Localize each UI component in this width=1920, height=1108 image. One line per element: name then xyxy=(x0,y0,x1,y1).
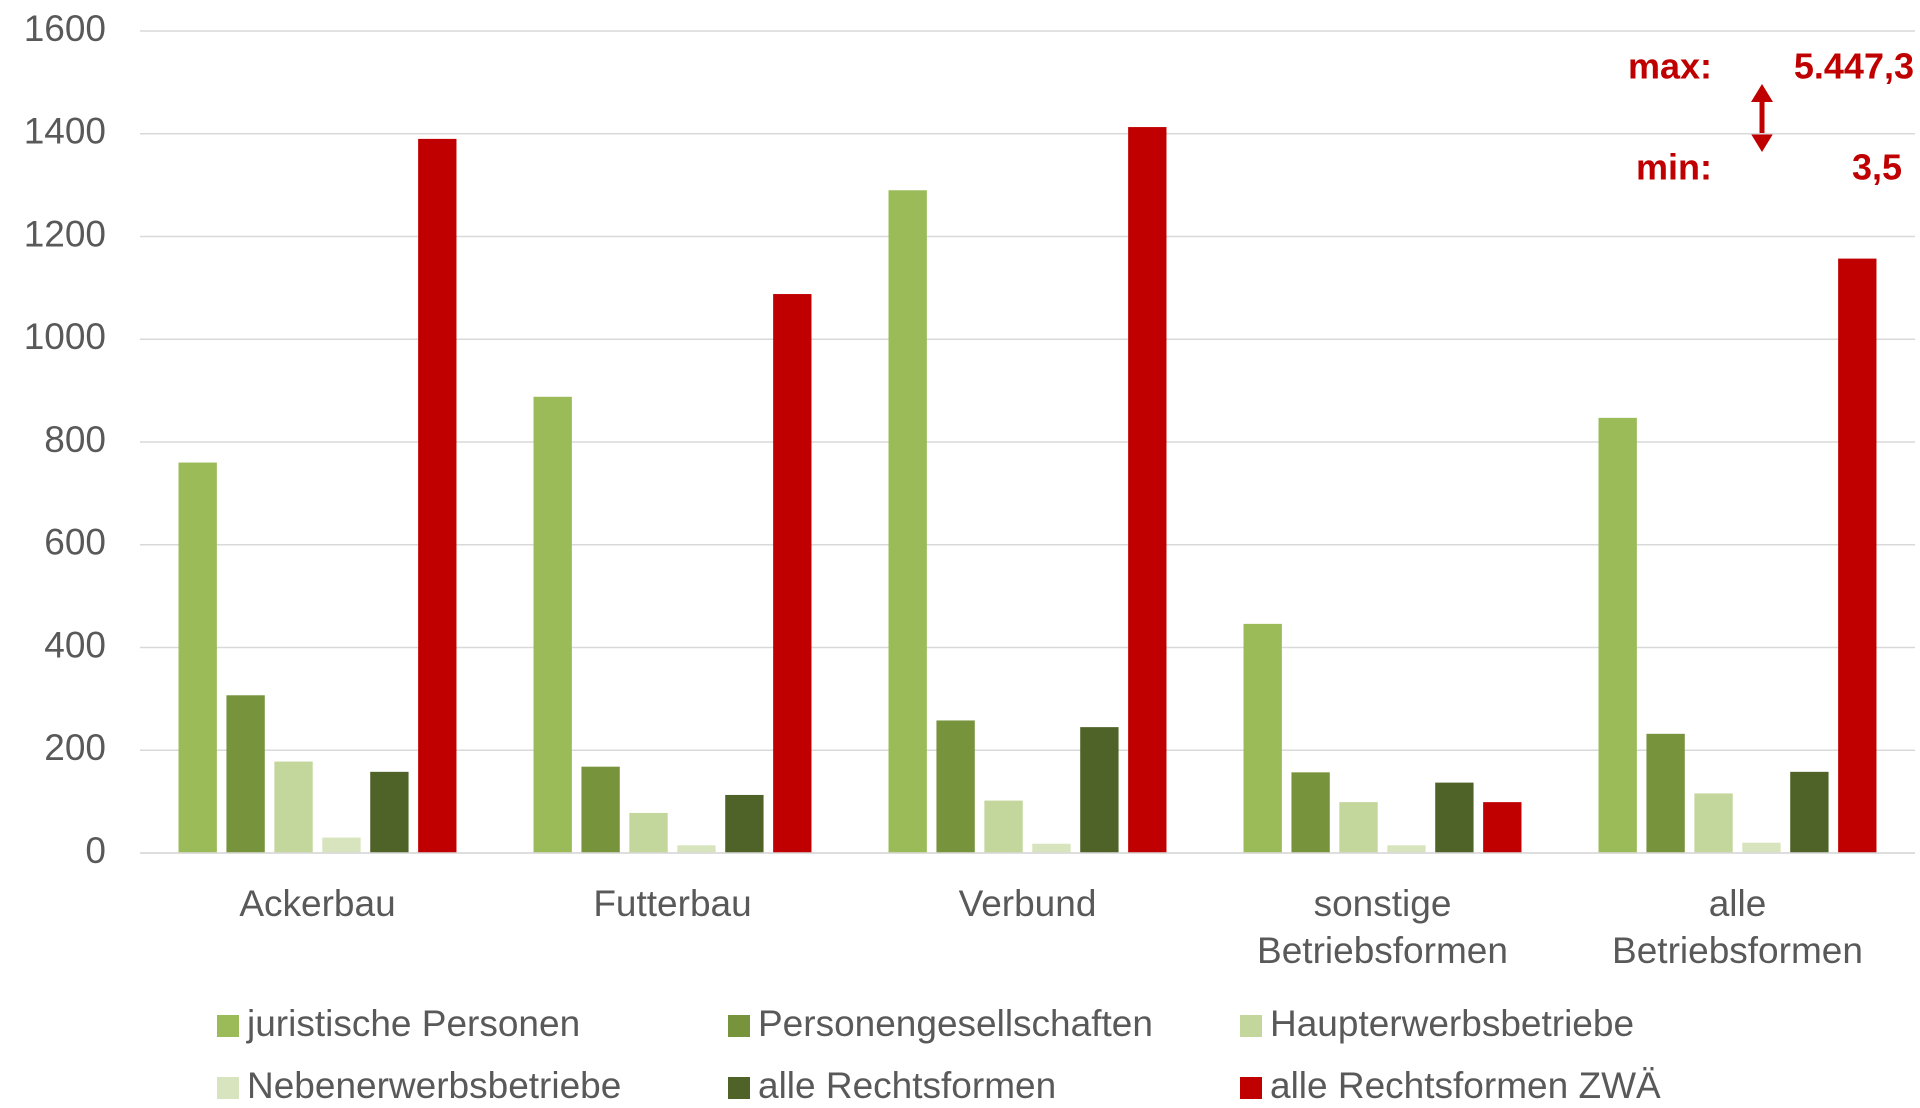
x-tick-label: Ackerbau xyxy=(239,883,395,924)
bar xyxy=(1387,845,1426,853)
x-tick-label: sonstige Betriebsformen xyxy=(1257,883,1508,971)
bar xyxy=(1483,802,1522,853)
bar xyxy=(773,294,812,853)
x-tick-label: Verbund xyxy=(959,883,1097,924)
bar xyxy=(1291,772,1330,853)
y-tick-label: 800 xyxy=(44,419,106,460)
x-tick-label: alle Betriebsformen xyxy=(1612,883,1863,971)
bar xyxy=(1435,782,1474,853)
bar xyxy=(984,800,1023,853)
legend-label: Nebenerwerbsbetriebe xyxy=(247,1065,621,1106)
bar xyxy=(629,812,668,853)
bar xyxy=(1742,842,1781,853)
bar xyxy=(1790,771,1829,853)
legend-label: Personengesellschaften xyxy=(758,1003,1153,1044)
bar xyxy=(370,771,409,853)
legend-label: Haupterwerbsbetriebe xyxy=(1270,1003,1634,1044)
bar xyxy=(1646,733,1685,853)
legend-label: alle Rechtsformen xyxy=(758,1065,1056,1106)
annotation-max-label: max: xyxy=(1628,46,1712,87)
legend-swatch xyxy=(728,1015,750,1037)
bar xyxy=(581,766,620,853)
annotation-arrow xyxy=(1751,84,1773,152)
bar xyxy=(1032,843,1071,853)
bar xyxy=(936,720,975,853)
bar xyxy=(1128,127,1167,854)
bar xyxy=(677,845,716,853)
legend-label: juristische Personen xyxy=(246,1003,580,1044)
bar xyxy=(888,190,927,853)
annotation-min-value: 3,5 xyxy=(1852,147,1902,188)
y-tick-label: 0 xyxy=(85,830,106,871)
y-tick-label: 1400 xyxy=(24,111,106,152)
bar xyxy=(725,794,764,853)
legend-swatch xyxy=(728,1077,750,1099)
bar xyxy=(226,695,265,853)
y-tick-label: 1200 xyxy=(24,213,106,254)
y-tick-label: 600 xyxy=(44,522,106,563)
annotation-max-value: 5.447,3 xyxy=(1794,46,1914,87)
bar xyxy=(533,396,572,853)
legend-swatch xyxy=(1240,1015,1262,1037)
legend-label: alle Rechtsformen ZWÄ xyxy=(1270,1065,1661,1106)
bar xyxy=(274,761,313,853)
annotation-min-label: min: xyxy=(1636,147,1712,188)
bar xyxy=(418,138,457,853)
bar xyxy=(1838,258,1877,853)
y-tick-label: 1600 xyxy=(24,8,106,49)
bar xyxy=(1243,623,1282,853)
bar xyxy=(1339,802,1378,853)
legend-swatch xyxy=(217,1015,239,1037)
y-tick-label: 400 xyxy=(44,624,106,665)
bar xyxy=(1694,793,1733,853)
legend-swatch xyxy=(217,1077,239,1099)
x-tick-label: Futterbau xyxy=(593,883,751,924)
bar xyxy=(322,837,361,853)
y-tick-label: 200 xyxy=(44,727,106,768)
y-tick-label: 1000 xyxy=(24,316,106,357)
bar xyxy=(1080,727,1119,853)
legend-swatch xyxy=(1240,1077,1262,1099)
bar xyxy=(178,462,217,853)
bar xyxy=(1598,417,1637,853)
